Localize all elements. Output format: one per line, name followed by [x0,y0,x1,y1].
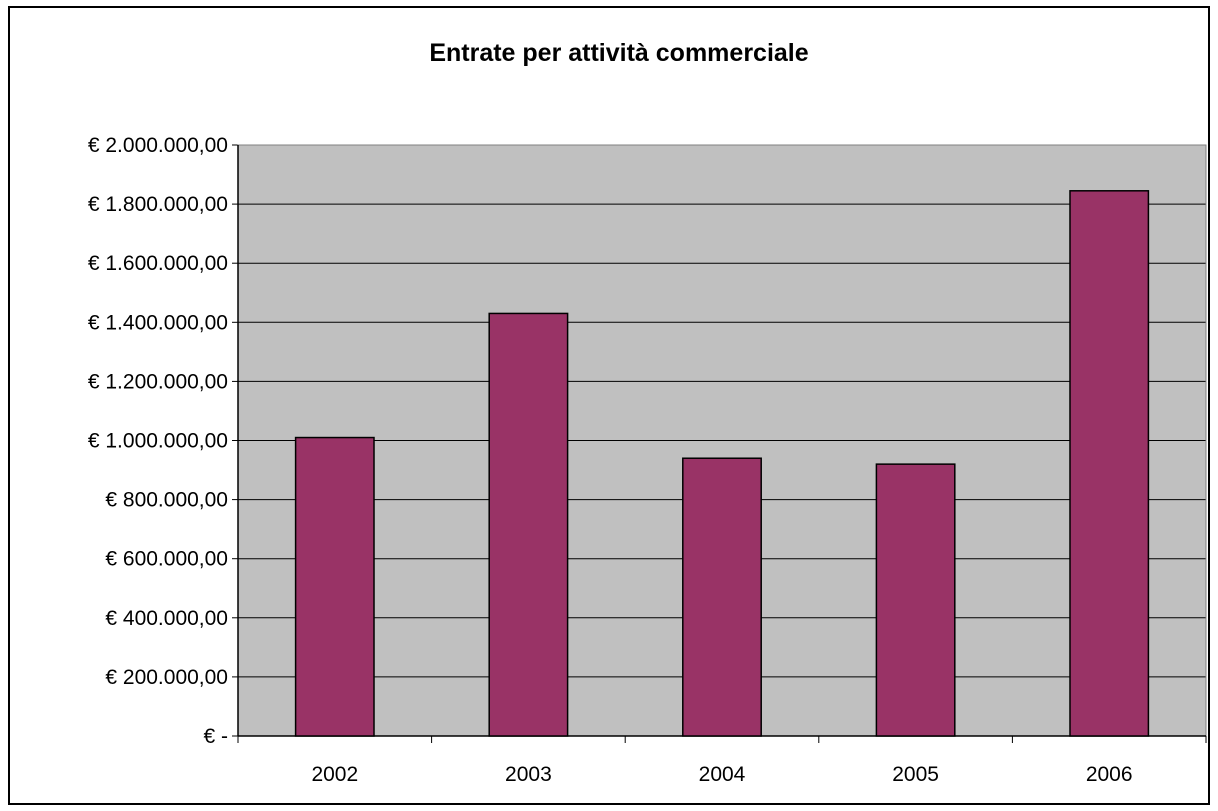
y-tick-label: € 200.000,00 [105,666,228,689]
plot-area: € - € 200.000,00 € 400.000,00 € 600.000,00 €… [88,134,1207,786]
x-tick-label-2002: 2002 [311,763,358,786]
x-tick-label-2003: 2003 [505,763,552,786]
y-tick-label: € 1.000.000,00 [88,430,228,453]
y-tick-label: € 1.200.000,00 [88,370,228,393]
y-tick-label: € 1.400.000,00 [88,311,228,334]
x-tick-label-2006: 2006 [1086,763,1133,786]
bar-2004 [682,457,762,737]
y-tick-label: € 1.600.000,00 [88,252,228,275]
y-tick-label: € 2.000.000,00 [88,134,228,157]
bar-2006 [1069,190,1150,737]
bar-2005 [875,463,956,737]
y-tick-label: € - [203,725,228,748]
y-tick-label: € 1.800.000,00 [88,193,228,216]
bar-2003 [488,312,569,737]
x-tick-label-2004: 2004 [699,763,746,786]
y-tick-label: € 800.000,00 [105,489,228,512]
x-tick-label-2005: 2005 [892,763,939,786]
y-tick-label: € 400.000,00 [105,607,228,630]
chart-title: Entrate per attività commerciale [429,39,808,67]
y-tick-label: € 600.000,00 [105,548,228,571]
bar-2002 [294,436,375,737]
